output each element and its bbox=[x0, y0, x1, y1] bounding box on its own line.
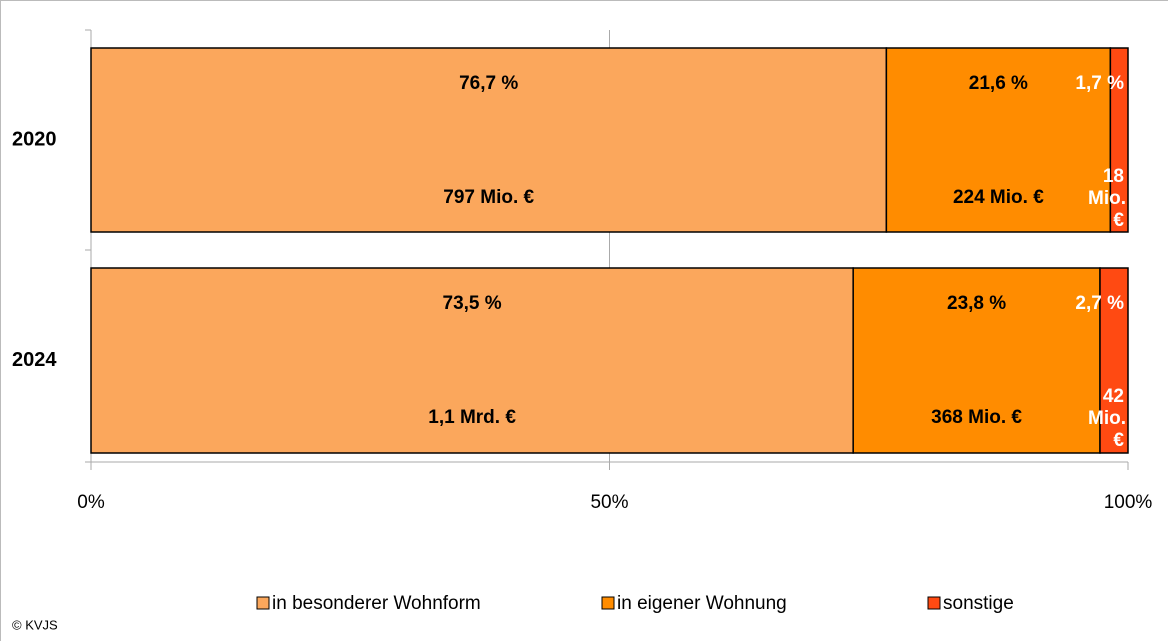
bar-segment bbox=[90, 267, 854, 454]
value-label: 73,5 % bbox=[443, 293, 502, 314]
value-label: 1,7 % bbox=[1075, 73, 1124, 94]
legend-label: in besonderer Wohnform bbox=[272, 593, 481, 614]
y-tick-label: 2020 bbox=[12, 128, 57, 150]
y-tick-label: 2024 bbox=[12, 349, 57, 371]
value-label: 2,7 % bbox=[1075, 293, 1124, 314]
amount-label: 224 Mio. € bbox=[953, 187, 1044, 208]
x-tick-label: 50% bbox=[590, 492, 628, 513]
legend-swatch bbox=[601, 596, 615, 610]
legend-label: in eigener Wohnung bbox=[617, 593, 787, 614]
x-tick-label: 0% bbox=[77, 492, 105, 513]
amount-label: 18 Mio. € bbox=[1088, 166, 1126, 231]
bar-segment bbox=[852, 267, 1101, 454]
value-label: 23,8 % bbox=[947, 293, 1006, 314]
bar-segment bbox=[1109, 47, 1129, 233]
amount-label: 368 Mio. € bbox=[931, 407, 1022, 428]
amount-label: 42 Mio. € bbox=[1088, 386, 1126, 451]
value-label: 21,6 % bbox=[969, 73, 1028, 94]
bar-segment bbox=[1099, 267, 1129, 454]
x-tick-label: 100% bbox=[1104, 492, 1153, 513]
amount-label: 797 Mio. € bbox=[443, 187, 534, 208]
value-label: 76,7 % bbox=[459, 73, 518, 94]
legend-swatch bbox=[927, 596, 941, 610]
amount-label: 1,1 Mrd. € bbox=[428, 407, 516, 428]
legend-swatch bbox=[256, 596, 270, 610]
legend-label: sonstige bbox=[943, 593, 1014, 614]
source: © KVJS bbox=[12, 617, 58, 632]
bar-segment bbox=[90, 47, 888, 233]
